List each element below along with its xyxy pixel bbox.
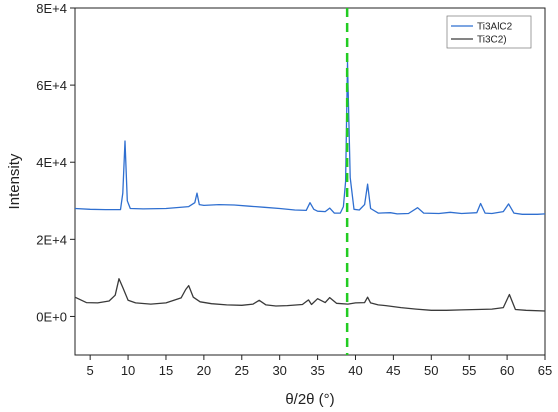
x-tick-label: 10 [121,363,135,378]
legend-label-1: Ti3AlC2 [477,22,513,33]
x-tick-label: 20 [197,363,211,378]
y-axis-ticks: 0E+0 2E+4 4E+4 6E+4 8E+4 [36,1,75,324]
x-tick-label: 25 [235,363,249,378]
x-tick-label: 15 [159,363,173,378]
legend: Ti3AlC2 Ti3C2) [446,15,532,49]
y-tick-label: 0E+0 [36,309,67,324]
y-tick-label: 8E+4 [36,1,67,16]
legend-label-2: Ti3C2) [477,35,507,46]
y-tick-label: 4E+4 [36,155,67,170]
x-axis-ticks: 5 10 15 20 25 30 35 40 45 50 55 60 65 [87,355,552,378]
x-tick-label: 5 [87,363,94,378]
series-line-2 [74,278,546,312]
x-tick-label: 30 [272,363,286,378]
plot-area [74,7,546,356]
x-axis-title: θ/2θ (°) [285,391,334,408]
y-axis-title: Intensity [6,153,23,209]
y-tick-label: 6E+4 [36,78,67,93]
x-tick-label: 65 [538,363,552,378]
y-tick-label: 2E+4 [36,232,67,247]
x-tick-label: 55 [462,363,476,378]
series-layer [74,61,546,312]
x-tick-label: 50 [424,363,438,378]
x-tick-label: 40 [348,363,362,378]
series-line-1 [74,61,546,215]
x-tick-label: 35 [310,363,324,378]
x-tick-label: 45 [386,363,400,378]
x-tick-label: 60 [500,363,514,378]
legend-box [446,15,532,49]
